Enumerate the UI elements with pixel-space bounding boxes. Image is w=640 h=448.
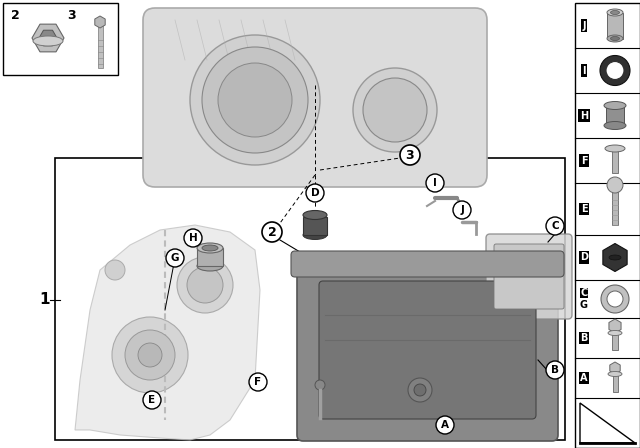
Circle shape	[105, 260, 125, 280]
Text: H: H	[189, 233, 197, 243]
Ellipse shape	[604, 121, 626, 129]
Bar	[612, 148, 618, 172]
Bar	[55, 158, 565, 440]
Text: G: G	[171, 253, 179, 263]
Text: H: H	[580, 111, 588, 121]
Ellipse shape	[303, 231, 327, 240]
Circle shape	[363, 78, 427, 142]
Text: 3: 3	[406, 148, 414, 161]
Bar	[607, 13, 623, 39]
Ellipse shape	[197, 261, 223, 271]
Circle shape	[306, 184, 324, 202]
Text: I: I	[433, 178, 437, 188]
Text: 1: 1	[40, 293, 51, 307]
Text: B: B	[551, 365, 559, 375]
Text: E: E	[580, 204, 588, 214]
Text: C: C	[580, 288, 588, 298]
Ellipse shape	[608, 331, 622, 336]
Circle shape	[315, 380, 325, 390]
Circle shape	[426, 174, 444, 192]
Circle shape	[190, 35, 320, 165]
FancyBboxPatch shape	[319, 281, 536, 419]
Circle shape	[453, 201, 471, 219]
Circle shape	[249, 373, 267, 391]
Circle shape	[125, 330, 175, 380]
Polygon shape	[75, 225, 260, 440]
Ellipse shape	[202, 245, 218, 251]
Circle shape	[546, 217, 564, 235]
Circle shape	[262, 222, 282, 242]
Circle shape	[414, 384, 426, 396]
Circle shape	[436, 416, 454, 434]
Text: C: C	[551, 221, 559, 231]
Text: B: B	[580, 333, 588, 343]
Text: A: A	[441, 420, 449, 430]
Ellipse shape	[33, 36, 63, 46]
FancyBboxPatch shape	[297, 264, 558, 441]
Ellipse shape	[303, 211, 327, 220]
Polygon shape	[150, 85, 480, 178]
Text: J: J	[460, 205, 464, 215]
Circle shape	[143, 391, 161, 409]
Ellipse shape	[609, 255, 621, 260]
Text: I: I	[582, 65, 586, 76]
Circle shape	[600, 56, 630, 86]
FancyBboxPatch shape	[291, 251, 564, 277]
Polygon shape	[580, 403, 635, 443]
Text: E: E	[148, 395, 156, 405]
Bar	[612, 326, 618, 350]
Bar	[575, 3, 640, 448]
Circle shape	[166, 249, 184, 267]
Circle shape	[112, 317, 188, 393]
Ellipse shape	[197, 243, 223, 253]
Text: 2: 2	[11, 9, 19, 22]
Circle shape	[606, 61, 624, 79]
Bar	[612, 374, 618, 392]
Ellipse shape	[608, 371, 622, 376]
Ellipse shape	[611, 10, 620, 14]
Ellipse shape	[605, 145, 625, 152]
Circle shape	[187, 267, 223, 303]
Circle shape	[400, 145, 420, 165]
Text: C: C	[580, 288, 588, 298]
Text: F: F	[255, 377, 262, 387]
Text: 3: 3	[68, 9, 76, 22]
Bar	[3, 3, 118, 75]
Bar	[197, 248, 223, 266]
Ellipse shape	[611, 36, 620, 40]
Text: D: D	[310, 188, 319, 198]
Text: G: G	[580, 300, 588, 310]
Circle shape	[601, 285, 629, 313]
Ellipse shape	[607, 9, 623, 16]
Circle shape	[218, 63, 292, 137]
Circle shape	[177, 257, 233, 313]
Circle shape	[607, 291, 623, 307]
Ellipse shape	[604, 102, 626, 109]
Circle shape	[138, 343, 162, 367]
Text: D: D	[580, 253, 588, 263]
Circle shape	[202, 47, 308, 153]
Bar	[612, 185, 618, 225]
Circle shape	[546, 361, 564, 379]
Circle shape	[408, 378, 432, 402]
Text: F: F	[580, 155, 588, 165]
Text: A: A	[580, 373, 588, 383]
Circle shape	[184, 229, 202, 247]
Bar	[606, 105, 624, 125]
Bar	[97, 22, 102, 68]
FancyBboxPatch shape	[143, 8, 487, 187]
Circle shape	[607, 177, 623, 193]
Text: J: J	[582, 21, 586, 30]
Circle shape	[353, 68, 437, 152]
Text: 2: 2	[268, 225, 276, 238]
FancyBboxPatch shape	[494, 244, 564, 309]
Ellipse shape	[607, 35, 623, 42]
Bar	[303, 217, 327, 235]
FancyBboxPatch shape	[486, 234, 572, 319]
